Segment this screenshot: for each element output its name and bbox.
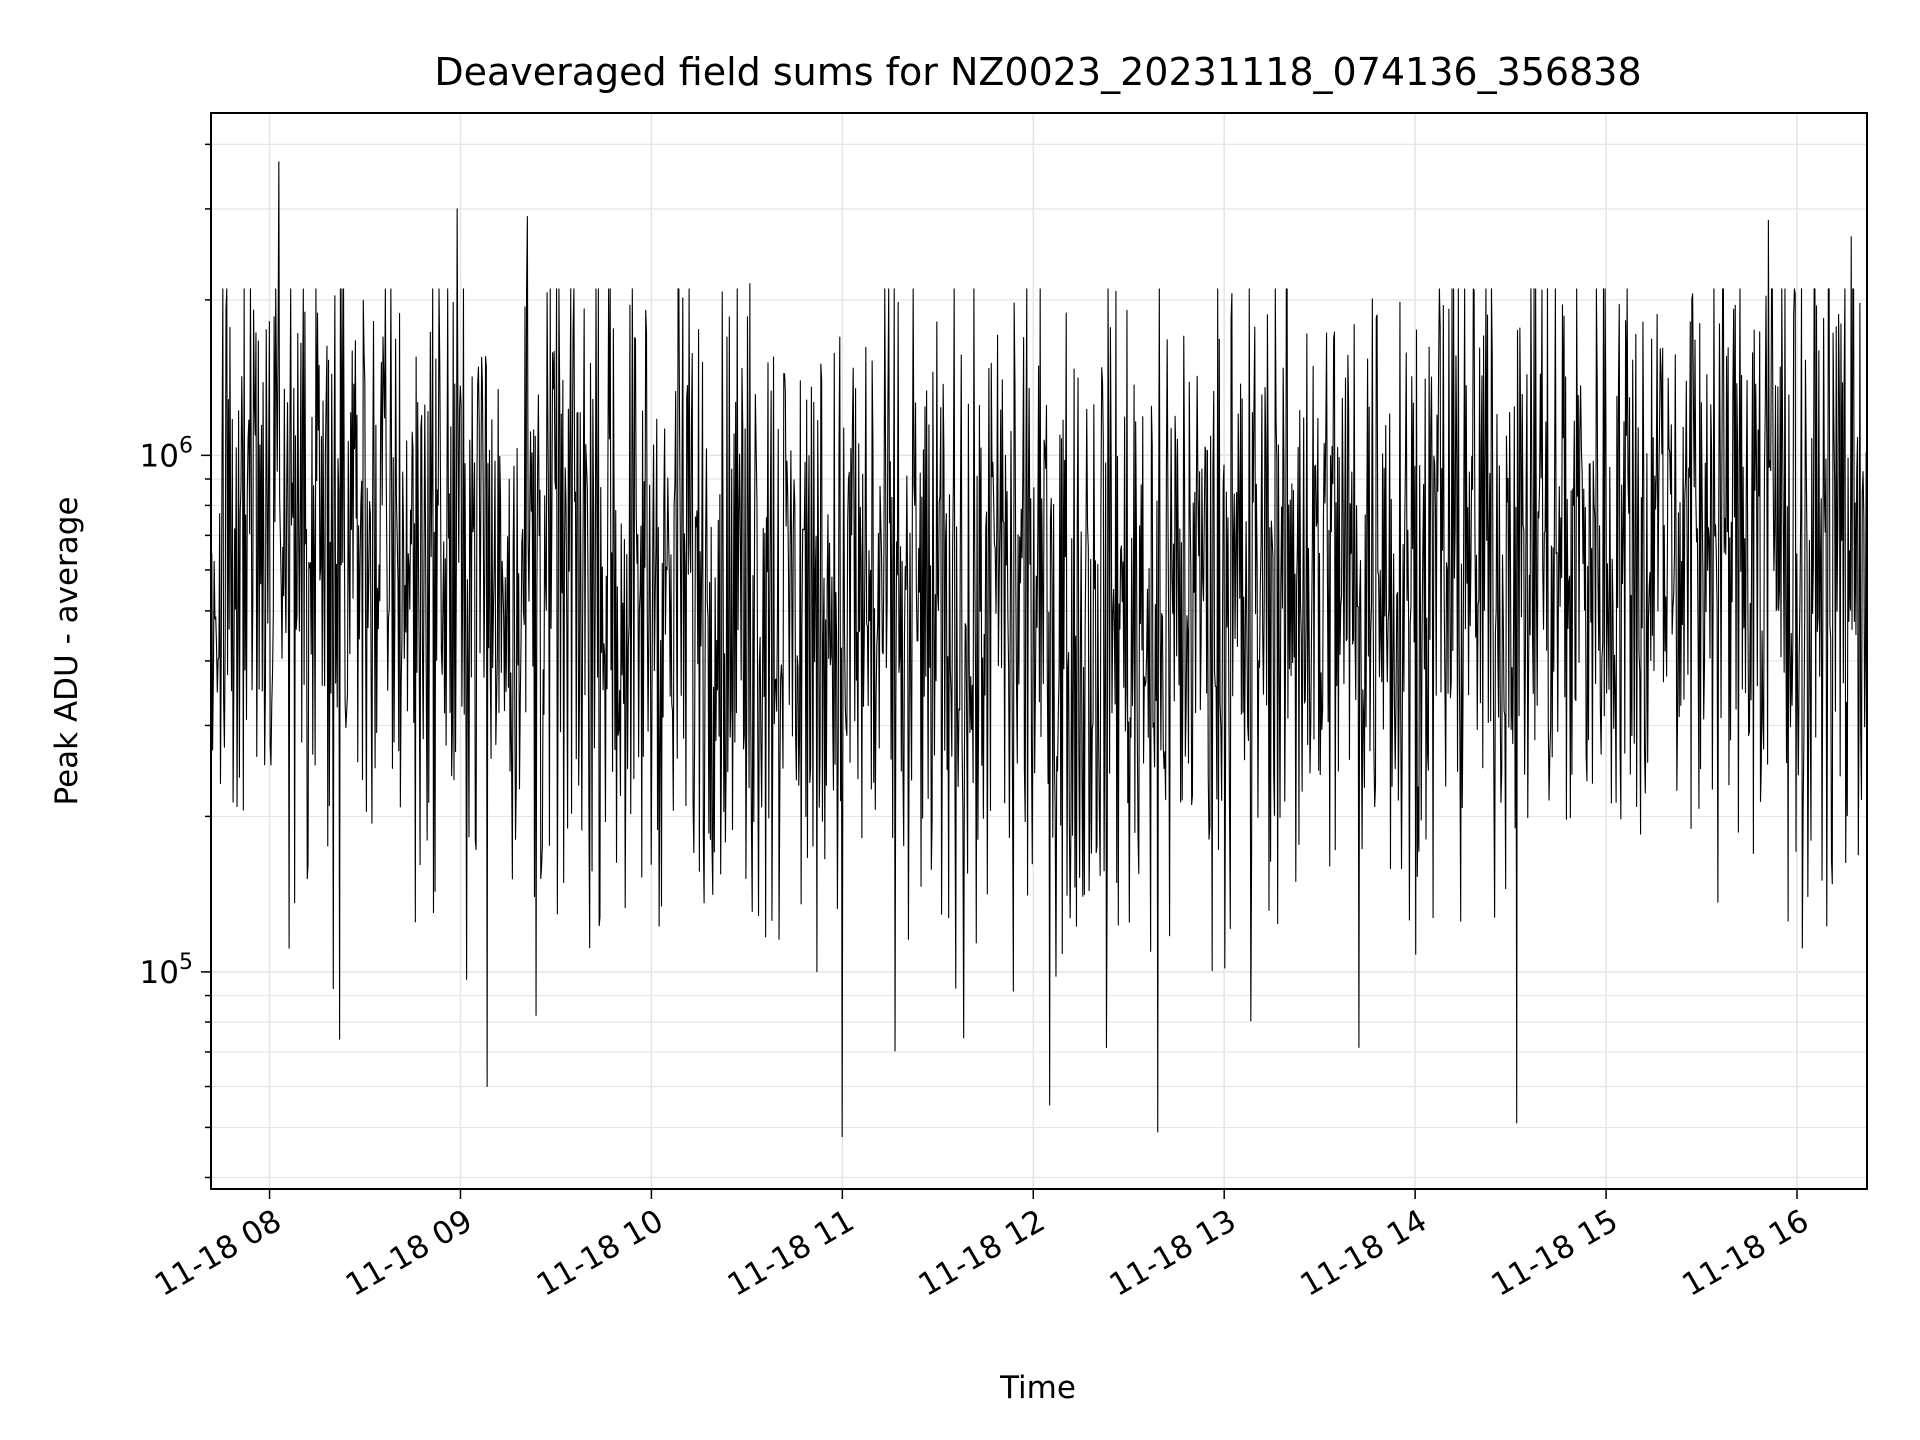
y-tick-label: 106 — [140, 433, 193, 474]
series-line — [210, 161, 1868, 1138]
chart-title: Deaveraged field sums for NZ0023_2023111… — [434, 50, 1641, 94]
series-polyline — [210, 161, 1868, 1138]
x-axis-label: Time — [999, 1370, 1076, 1406]
plot-frame — [210, 112, 1868, 1190]
y-axis-ticks: 105 106 — [140, 143, 211, 1179]
y-tick-label: 105 — [140, 950, 193, 991]
y-axis-label: Peak ADU - average — [49, 496, 85, 805]
